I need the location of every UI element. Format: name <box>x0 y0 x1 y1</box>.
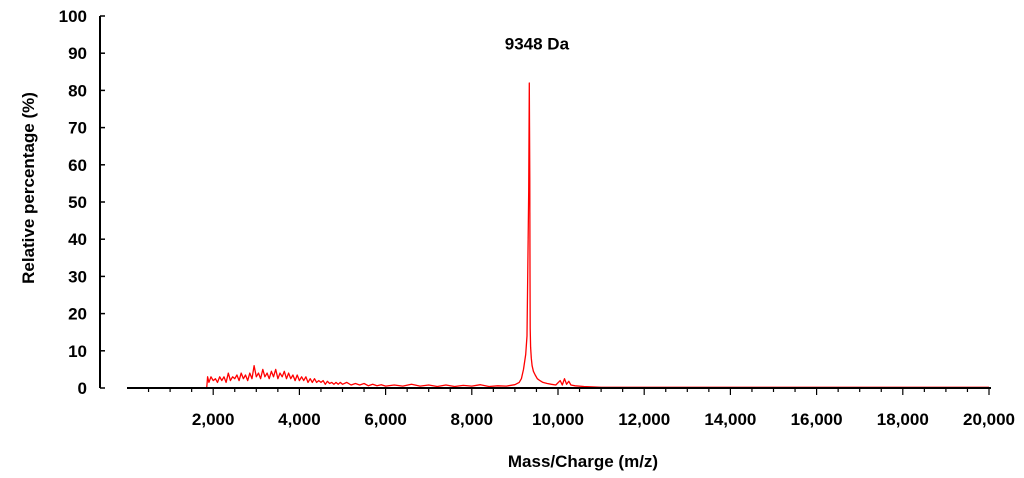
x-tick-label: 20,000 <box>963 410 1015 429</box>
spectrum-line <box>127 82 989 389</box>
y-tick-label: 80 <box>68 81 87 100</box>
y-tick-label: 60 <box>68 156 87 175</box>
peak-annotation: 9348 Da <box>505 35 570 54</box>
x-tick-label: 14,000 <box>704 410 756 429</box>
y-tick-label: 0 <box>78 379 87 398</box>
y-axis-title: Relative percentage (%) <box>19 92 38 284</box>
axes: 0 10 20 30 40 50 60 70 80 90 100 2,000 4,000 6,000 8,0… <box>59 7 1015 429</box>
y-tick-label: 10 <box>68 342 87 361</box>
y-tick-label: 90 <box>68 44 87 63</box>
x-tick-label: 18,000 <box>877 410 929 429</box>
plot-area <box>127 82 989 389</box>
x-tick-label: 12,000 <box>618 410 670 429</box>
x-tick-label: 16,000 <box>791 410 843 429</box>
x-tick-label: 8,000 <box>451 410 494 429</box>
x-tick-label: 10,000 <box>532 410 584 429</box>
y-tick-label: 30 <box>68 267 87 286</box>
y-tick-label: 20 <box>68 305 87 324</box>
x-tick-label: 2,000 <box>192 410 235 429</box>
y-tick-label: 50 <box>68 193 87 212</box>
y-tick-label: 100 <box>59 7 87 26</box>
y-tick-label: 70 <box>68 119 87 138</box>
x-tick-label: 6,000 <box>364 410 407 429</box>
y-tick-label: 40 <box>68 230 87 249</box>
x-axis-title: Mass/Charge (m/z) <box>508 452 658 471</box>
x-tick-label: 4,000 <box>278 410 321 429</box>
